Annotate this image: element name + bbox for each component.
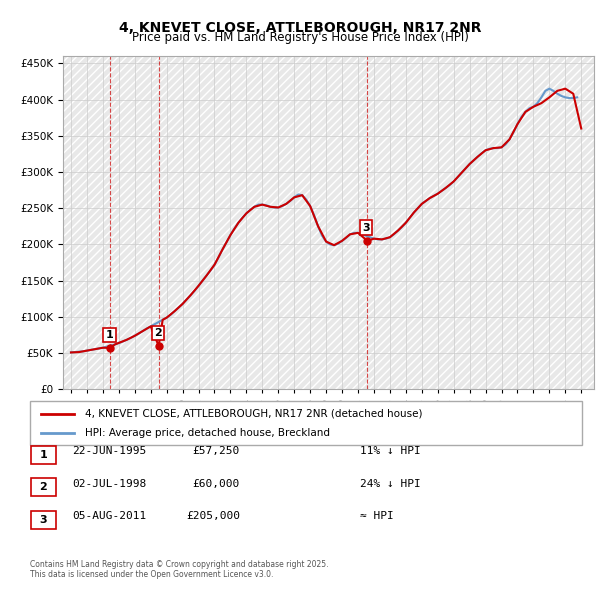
Text: ≈ HPI: ≈ HPI bbox=[360, 512, 394, 521]
Text: 02-JUL-1998: 02-JUL-1998 bbox=[72, 479, 146, 489]
Text: 05-AUG-2011: 05-AUG-2011 bbox=[72, 512, 146, 521]
Text: 2: 2 bbox=[40, 483, 47, 492]
FancyBboxPatch shape bbox=[30, 401, 582, 445]
Text: Price paid vs. HM Land Registry's House Price Index (HPI): Price paid vs. HM Land Registry's House … bbox=[131, 31, 469, 44]
Text: 1: 1 bbox=[40, 450, 47, 460]
Text: 2: 2 bbox=[154, 328, 161, 337]
Text: £60,000: £60,000 bbox=[193, 479, 240, 489]
FancyBboxPatch shape bbox=[31, 511, 56, 529]
FancyBboxPatch shape bbox=[31, 478, 56, 496]
Text: 1: 1 bbox=[106, 330, 113, 340]
Text: £57,250: £57,250 bbox=[193, 447, 240, 456]
Text: 4, KNEVET CLOSE, ATTLEBOROUGH, NR17 2NR (detached house): 4, KNEVET CLOSE, ATTLEBOROUGH, NR17 2NR … bbox=[85, 409, 422, 418]
Text: Contains HM Land Registry data © Crown copyright and database right 2025.
This d: Contains HM Land Registry data © Crown c… bbox=[30, 560, 329, 579]
Text: 22-JUN-1995: 22-JUN-1995 bbox=[72, 447, 146, 456]
Text: 3: 3 bbox=[40, 515, 47, 525]
Text: 11% ↓ HPI: 11% ↓ HPI bbox=[360, 447, 421, 456]
Text: HPI: Average price, detached house, Breckland: HPI: Average price, detached house, Brec… bbox=[85, 428, 330, 438]
Text: 3: 3 bbox=[362, 222, 370, 232]
FancyBboxPatch shape bbox=[31, 446, 56, 464]
Text: £205,000: £205,000 bbox=[186, 512, 240, 521]
Text: 4, KNEVET CLOSE, ATTLEBOROUGH, NR17 2NR: 4, KNEVET CLOSE, ATTLEBOROUGH, NR17 2NR bbox=[119, 21, 481, 35]
Text: 24% ↓ HPI: 24% ↓ HPI bbox=[360, 479, 421, 489]
